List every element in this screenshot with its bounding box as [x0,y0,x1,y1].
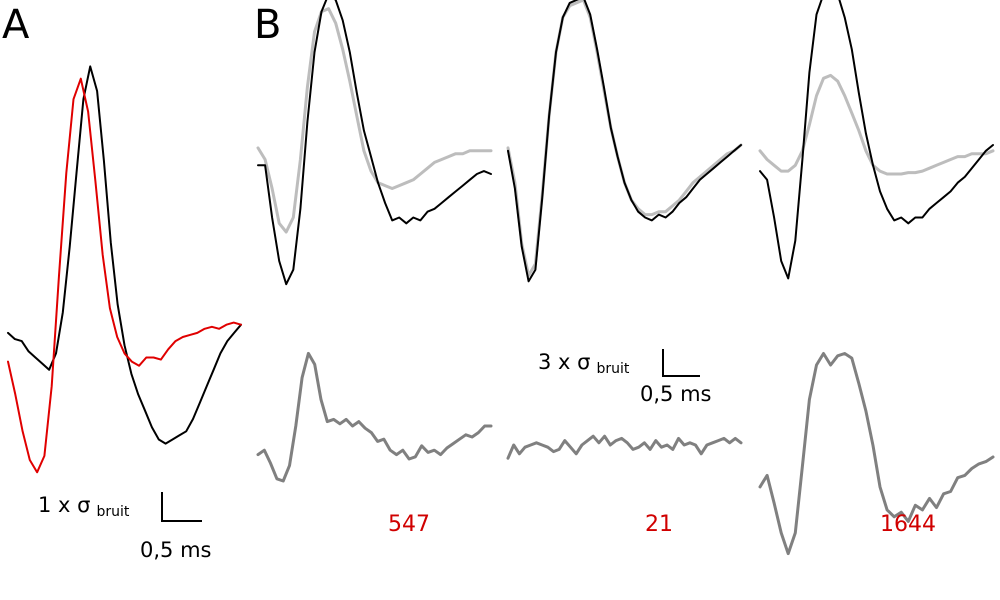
scale-bar-b-amplitude: 3 x σ bruit [538,350,630,377]
scale-bar-a-lines [161,492,202,522]
panel-b3-trace-gray [758,73,995,176]
scale-bar-b: 3 x σ bruit 0,5 ms [538,349,711,406]
panel-b-label: B [254,2,281,48]
count-label-3: 1644 [880,512,936,537]
count-label-1: 547 [388,512,430,537]
scale-bar-b-time: 0,5 ms [640,382,711,406]
panel-a-traces [7,65,242,474]
panel-b1-difference-trace [256,351,493,483]
panel-a-trace-red [7,77,242,474]
panel-b3-trace-black [759,0,994,280]
scale-bar-a-amplitude-sub: bruit [96,504,129,520]
scale-bar-a: 1 x σ bruit 0,5 ms [38,492,211,562]
count-label-2: 21 [645,512,673,537]
scale-bar-b-lines [662,349,700,377]
scale-bar-b-amplitude-sub: bruit [596,361,629,377]
panel-b3-difference-trace [758,352,995,556]
scale-bar-a-time: 0,5 ms [140,538,211,562]
panel-b-bottom-traces [256,351,995,556]
panel-a-trace-black [7,65,242,445]
panel-b1-trace-black [257,0,492,286]
panel-b2-difference-trace [506,434,743,460]
panel-a-label: A [2,2,30,48]
panel-b1-trace-gray [256,7,493,234]
scale-bar-b-amplitude-prefix: 3 x σ [538,350,590,374]
panel-b2-trace-black [507,0,742,283]
scale-bar-a-amplitude-prefix: 1 x σ [38,493,90,517]
panel-b-top-traces [256,0,995,286]
scale-bar-a-amplitude: 1 x σ bruit [38,493,130,520]
panel-b2-trace-gray [506,0,743,277]
